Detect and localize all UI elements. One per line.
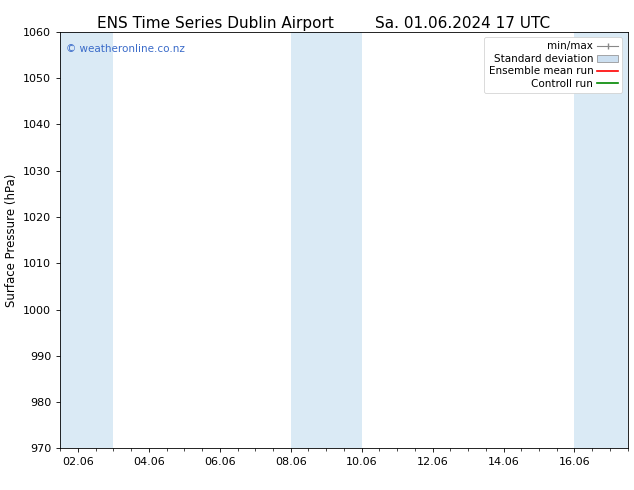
Bar — [60, 32, 113, 448]
Y-axis label: Surface Pressure (hPa): Surface Pressure (hPa) — [4, 173, 18, 307]
Bar — [291, 32, 361, 448]
Text: Sa. 01.06.2024 17 UTC: Sa. 01.06.2024 17 UTC — [375, 16, 550, 31]
Bar — [574, 32, 628, 448]
Text: © weatheronline.co.nz: © weatheronline.co.nz — [66, 44, 184, 54]
Text: ENS Time Series Dublin Airport: ENS Time Series Dublin Airport — [97, 16, 334, 31]
Legend: min/max, Standard deviation, Ensemble mean run, Controll run: min/max, Standard deviation, Ensemble me… — [484, 37, 623, 93]
